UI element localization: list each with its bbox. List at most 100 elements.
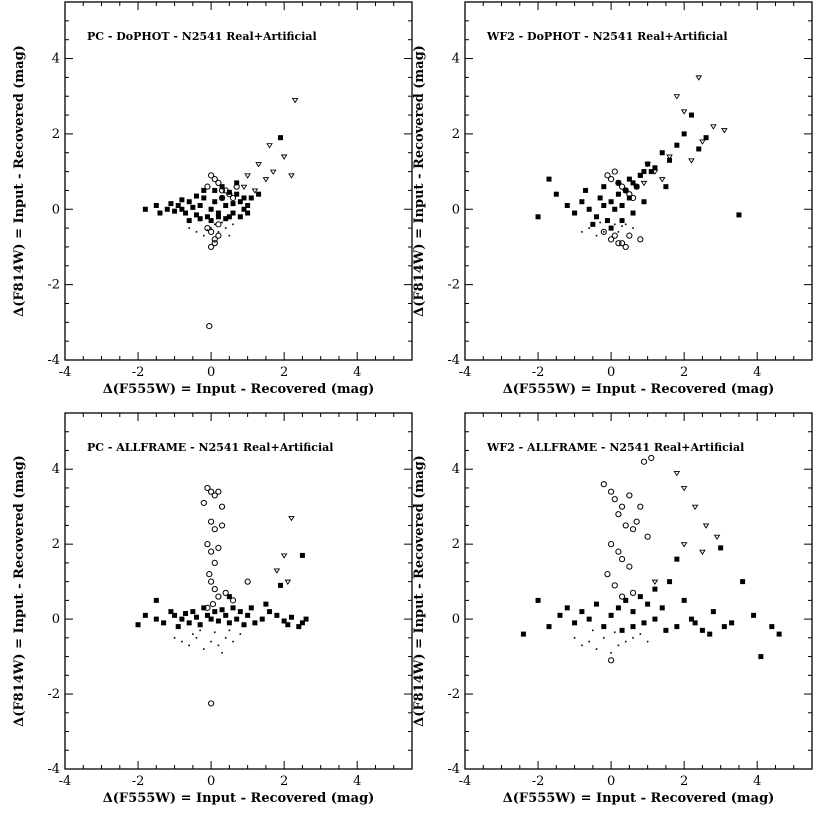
- data-point-filled: [223, 612, 229, 618]
- data-point-dot: [573, 637, 576, 639]
- x-tick-label: 2: [280, 774, 288, 789]
- data-point-filled: [186, 199, 192, 205]
- data-point-filled: [296, 624, 302, 630]
- data-point-dot: [188, 227, 190, 229]
- data-point-filled: [219, 195, 225, 201]
- data-point-filled: [546, 624, 552, 630]
- data-point-circle: [622, 522, 629, 529]
- data-point-triangle: [269, 169, 277, 175]
- data-point-filled: [641, 620, 647, 626]
- data-point-triangle: [255, 162, 262, 168]
- data-point-filled: [758, 654, 764, 660]
- y-tick-label: -4: [47, 353, 60, 368]
- data-point-filled: [234, 616, 240, 622]
- data-point-circle: [640, 458, 648, 465]
- data-point-circle: [600, 228, 607, 235]
- y-axis-label: Δ(F814W) = Input - Recovered (mag): [12, 455, 27, 727]
- data-point-filled: [237, 199, 243, 205]
- data-point-triangle: [288, 173, 295, 179]
- data-point-filled: [626, 176, 632, 182]
- data-point-dot: [181, 640, 183, 643]
- data-point-filled: [615, 605, 621, 611]
- data-point-filled: [219, 607, 225, 613]
- data-point-filled: [303, 616, 309, 622]
- data-point-filled: [557, 612, 563, 618]
- data-point-circle: [204, 604, 211, 611]
- data-point-filled: [226, 189, 232, 195]
- data-point-circle: [208, 578, 215, 585]
- data-point-filled: [619, 202, 625, 208]
- y-tick-label: -2: [47, 278, 60, 293]
- data-point-triangle: [688, 158, 695, 164]
- data-point-dot: [603, 231, 605, 233]
- data-point-filled: [608, 199, 614, 205]
- data-point-dot: [621, 629, 623, 632]
- data-point-circle: [604, 571, 611, 578]
- data-point-circle: [626, 191, 633, 198]
- data-point-filled: [663, 184, 669, 190]
- data-point-filled: [608, 612, 614, 618]
- data-point-filled: [751, 612, 757, 618]
- data-point-filled: [601, 202, 607, 208]
- data-point-dot: [595, 648, 598, 650]
- data-point-dot: [210, 640, 212, 643]
- data-point-filled: [637, 172, 643, 178]
- data-point-triangle: [251, 188, 259, 194]
- y-tick-label: 2: [52, 537, 60, 552]
- data-point-dot: [581, 231, 583, 233]
- data-point-filled: [274, 612, 280, 618]
- data-point-filled: [674, 142, 680, 148]
- data-point-filled: [626, 195, 632, 201]
- y-tick-label: -2: [47, 687, 60, 702]
- data-point-filled: [659, 605, 665, 611]
- data-point-filled: [259, 616, 265, 622]
- data-point-circle: [608, 541, 615, 548]
- data-point-circle: [218, 187, 226, 194]
- data-point-filled: [179, 206, 185, 212]
- data-point-triangle: [702, 523, 710, 529]
- data-point-triangle: [651, 579, 659, 585]
- data-point-circle: [218, 503, 226, 510]
- data-point-filled: [157, 210, 163, 216]
- data-point-circle: [218, 522, 226, 529]
- data-point-dot: [224, 227, 227, 229]
- x-tick-label: -2: [532, 774, 545, 789]
- data-point-triangle: [673, 94, 681, 100]
- x-tick-label: 0: [607, 774, 615, 789]
- data-point-filled: [579, 199, 585, 205]
- data-point-filled: [223, 202, 229, 208]
- data-point-filled: [667, 157, 673, 163]
- data-point-filled: [688, 112, 694, 118]
- data-point-filled: [630, 210, 636, 216]
- x-tick-label: 0: [207, 365, 215, 380]
- data-point-filled: [161, 620, 167, 626]
- data-point-filled: [699, 627, 705, 633]
- data-point-filled: [597, 195, 603, 201]
- data-point-triangle: [651, 169, 659, 175]
- data-point-circle: [204, 484, 211, 492]
- data-point-circle: [215, 488, 222, 495]
- data-point-filled: [193, 212, 199, 218]
- data-point-dot: [588, 227, 590, 229]
- x-tick-label: 0: [207, 774, 215, 789]
- data-point-filled: [612, 206, 618, 212]
- data-point-circle: [618, 593, 626, 600]
- x-tick-label: -4: [59, 774, 72, 789]
- data-point-triangle: [680, 485, 688, 492]
- data-point-filled: [190, 609, 196, 615]
- data-point-filled: [183, 210, 189, 216]
- data-point-triangle: [280, 553, 288, 559]
- data-point-filled: [623, 597, 629, 603]
- data-point-filled: [278, 135, 284, 141]
- data-point-filled: [197, 622, 203, 628]
- data-point-filled: [230, 201, 236, 207]
- data-point-filled: [248, 605, 254, 611]
- data-point-filled: [659, 150, 665, 156]
- data-point-circle: [618, 503, 626, 510]
- data-point-filled: [645, 161, 651, 167]
- data-point-filled: [183, 610, 189, 616]
- x-tick-label: 2: [680, 365, 688, 380]
- x-axis-label: Δ(F555W) = Input - Recovered (mag): [103, 791, 375, 806]
- data-point-triangle: [680, 542, 688, 548]
- data-point-filled: [667, 579, 673, 585]
